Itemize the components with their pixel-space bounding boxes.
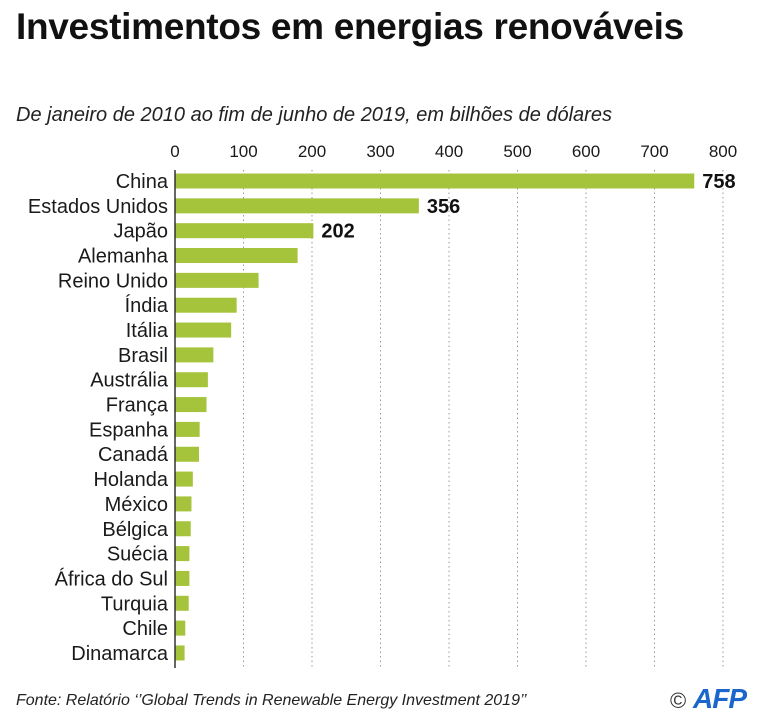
data-labels: 758 356 202 (321, 171, 735, 243)
x-axis-ticks: 0 100 200 300 400 500 600 700 800 (170, 142, 737, 161)
bar (175, 620, 186, 636)
afp-logo: AFP (693, 683, 747, 714)
x-tick-label: 700 (640, 142, 668, 161)
category-label: Turquia (101, 593, 169, 615)
category-label: Estados Unidos (28, 196, 168, 218)
chart-title: Investimentos em energias renováveis (16, 6, 684, 47)
category-label: Japão (114, 221, 169, 243)
x-tick-label: 800 (709, 142, 737, 161)
x-tick-label: 0 (170, 142, 179, 161)
data-label: 758 (702, 171, 735, 193)
x-tick-label: 500 (503, 142, 531, 161)
category-label: China (116, 171, 169, 193)
category-label: Austrália (90, 370, 169, 392)
category-label: França (106, 395, 169, 417)
bars (175, 173, 695, 661)
copyright-icon: © (670, 688, 687, 713)
x-tick-label: 200 (298, 142, 326, 161)
bar (175, 297, 237, 313)
category-label: México (105, 494, 168, 516)
category-label: Chile (122, 618, 168, 640)
category-label: Suécia (107, 544, 169, 566)
x-tick-label: 400 (435, 142, 463, 161)
bar (175, 521, 191, 537)
bar (175, 223, 314, 239)
bar (175, 248, 298, 264)
bar (175, 546, 190, 562)
bar (175, 446, 199, 462)
bar (175, 372, 208, 388)
category-label: Holanda (93, 469, 168, 491)
grid-lines (243, 170, 724, 668)
bar (175, 421, 200, 437)
bar (175, 397, 207, 413)
x-tick-label: 100 (229, 142, 257, 161)
bar (175, 496, 192, 512)
bar (175, 570, 190, 586)
x-tick-label: 300 (366, 142, 394, 161)
category-label: Dinamarca (71, 643, 169, 665)
chart-subtitle: De janeiro de 2010 ao fim de junho de 20… (16, 104, 612, 126)
data-label: 202 (321, 221, 354, 243)
bar (175, 322, 232, 338)
category-label: Reino Unido (58, 270, 168, 292)
data-label: 356 (427, 196, 460, 218)
category-label: África do Sul (55, 567, 168, 590)
category-label: Índia (125, 294, 169, 317)
bar (175, 173, 695, 189)
source-note: Fonte: Relatório ‘’Global Trends in Rene… (16, 692, 527, 709)
bar (175, 347, 214, 363)
bar-chart: 0 100 200 300 400 500 600 700 800 China Estados U… (28, 142, 737, 668)
category-label: Alemanha (78, 246, 169, 268)
bar (175, 198, 419, 214)
bar (175, 471, 193, 487)
category-label: Canadá (98, 444, 169, 466)
x-tick-label: 600 (572, 142, 600, 161)
bar (175, 645, 185, 661)
category-label: Itália (126, 320, 169, 342)
category-label: Espanha (89, 419, 169, 441)
bar (175, 272, 259, 288)
bar (175, 595, 189, 611)
category-label: Bélgica (102, 519, 168, 541)
category-label: Brasil (118, 345, 168, 367)
